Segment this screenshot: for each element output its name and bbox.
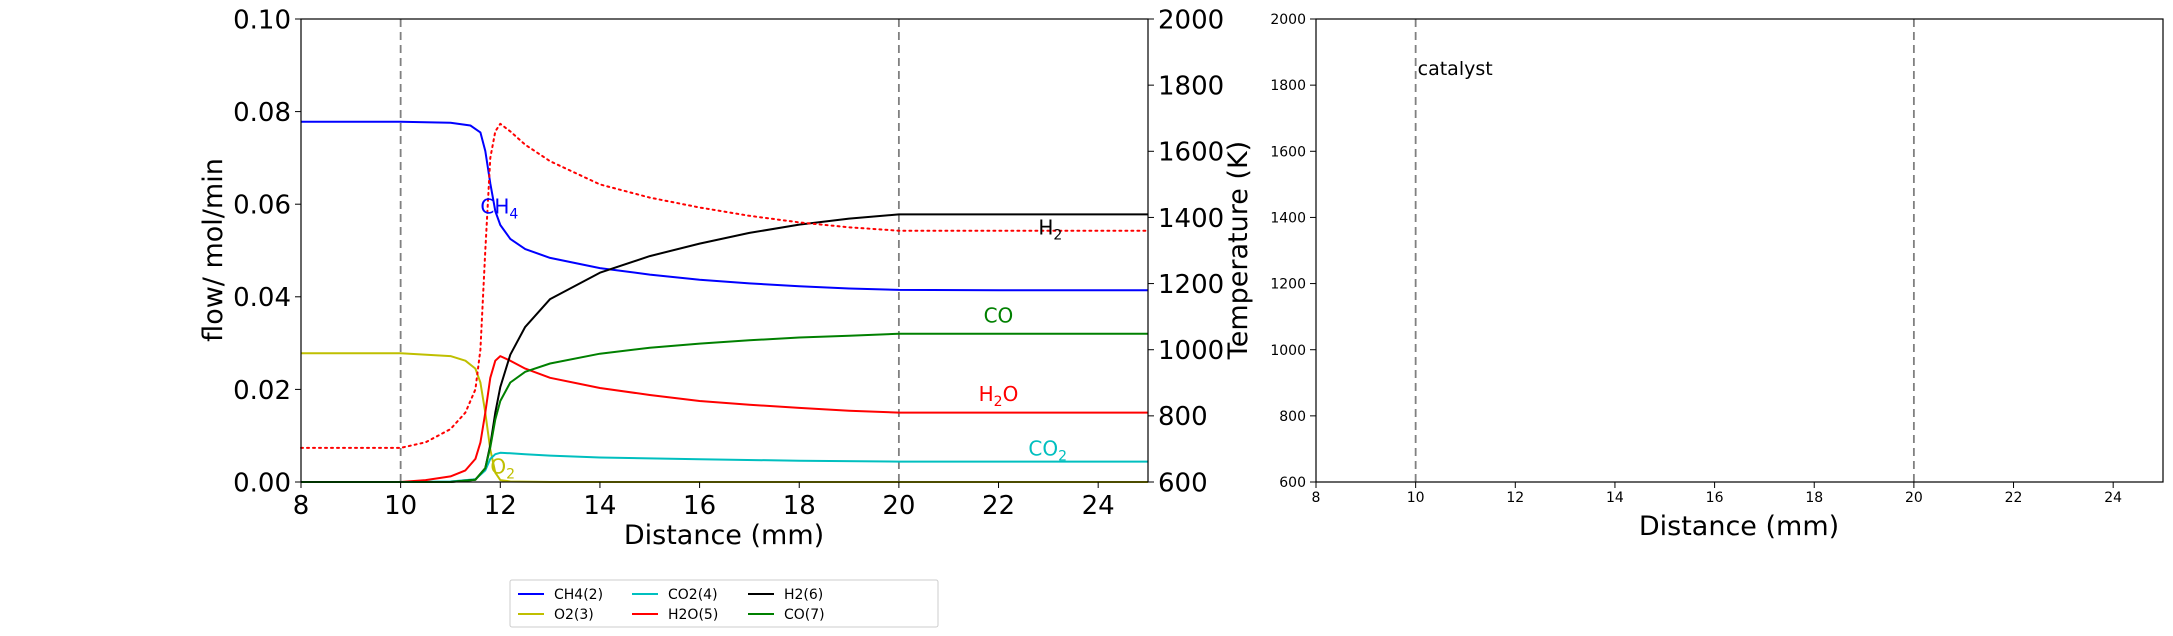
series-line-o2-3- — [301, 353, 1148, 482]
y2-tick-label: 1400 — [1158, 204, 1224, 234]
y-tick-label: 0.02 — [233, 376, 291, 406]
x-tick-label: 12 — [484, 491, 517, 521]
legend-label: CO(7) — [784, 607, 825, 623]
left-x-ticks: 8 10 12 14 16 18 20 22 24 — [293, 482, 1115, 521]
left-x-axis-label: Distance (mm) — [624, 520, 824, 551]
y2-tick-label: 1600 — [1158, 138, 1224, 168]
y2-tick-label: 1200 — [1158, 270, 1224, 300]
x-tick-label: 12 — [1506, 490, 1524, 506]
x-tick-label: 22 — [2005, 490, 2023, 506]
y-tick-label: 1400 — [1270, 210, 1306, 226]
y2-tick-label: 2000 — [1158, 5, 1224, 35]
x-tick-label: 18 — [1805, 490, 1823, 506]
right-vertical-lines — [1416, 19, 1914, 482]
legend-label: CH4(2) — [554, 587, 603, 603]
left-y-ticks: 0.00 0.02 0.04 0.06 0.08 0.10 — [233, 5, 301, 498]
left-chart: 8 10 12 14 16 18 20 22 24 0.000.020.040.060.080.… — [198, 5, 1254, 551]
legend-label: H2O(5) — [668, 607, 718, 623]
series-line-ch4-2- — [301, 122, 1148, 290]
x-tick-label: 16 — [1706, 490, 1724, 506]
y2-tick-label: 1000 — [1158, 336, 1224, 366]
x-tick-label: 14 — [583, 491, 616, 521]
x-tick-label: 22 — [982, 491, 1015, 521]
y2-tick-label: 600 — [1158, 468, 1208, 498]
y-tick-label: 1000 — [1270, 343, 1306, 359]
legend-label: O2(3) — [554, 607, 594, 623]
right-annotations: catalyst — [1418, 58, 1493, 80]
y-tick-label: 0.06 — [233, 191, 291, 221]
y-tick-label: 1600 — [1270, 144, 1306, 160]
right-chart: 8 10 12 14 16 18 20 22 24 600 800 1000 1200 1400 1600… — [1270, 12, 2163, 542]
y-tick-label: 2000 — [1270, 12, 1306, 28]
x-tick-label: 20 — [1905, 490, 1923, 506]
series-line-temperature — [301, 124, 1148, 448]
annotation-label: H2 — [1038, 215, 1062, 243]
series-line-co2-4- — [301, 453, 1148, 482]
annotation-label: O2 — [490, 455, 515, 483]
y2-tick-label: 800 — [1158, 402, 1208, 432]
series-line-h2o-5- — [301, 356, 1148, 482]
y2-tick-label: 1800 — [1158, 72, 1224, 102]
legend: CH4(2) O2(3) CO2(4) H2O(5) H2(6) CO(7) — [510, 580, 938, 627]
x-tick-label: 10 — [384, 491, 417, 521]
y-tick-label: 1200 — [1270, 277, 1306, 293]
annotation-label: CO — [984, 303, 1014, 327]
legend-label: CO2(4) — [668, 587, 718, 603]
right-x-ticks: 8 10 12 14 16 18 20 22 24 — [1312, 482, 2123, 506]
left-series-group — [301, 122, 1148, 482]
legend-label: H2(6) — [784, 587, 823, 603]
right-y-ticks: 600 800 1000 1200 1400 1600 1800 2000 — [1270, 12, 1316, 491]
x-tick-label: 8 — [293, 491, 310, 521]
left-vertical-lines — [401, 19, 899, 482]
annotation-label: H2O — [979, 382, 1019, 410]
x-tick-label: 10 — [1407, 490, 1425, 506]
right-plot-frame — [1316, 19, 2163, 482]
x-tick-label: 24 — [2104, 490, 2122, 506]
y-tick-label: 0.08 — [233, 98, 291, 128]
y-tick-label: 600 — [1279, 475, 1306, 491]
x-tick-label: 18 — [783, 491, 816, 521]
x-tick-label: 8 — [1312, 490, 1321, 506]
left-y-axis-label: flow/ mol/min — [198, 158, 229, 342]
x-tick-label: 20 — [882, 491, 915, 521]
y-tick-label: 0.00 — [233, 468, 291, 498]
x-tick-label: 14 — [1606, 490, 1624, 506]
x-tick-label: 24 — [1082, 491, 1115, 521]
annotation-label: CO2 — [1028, 437, 1067, 465]
left-y2-ticks: 600 800 1000 1200 1400 1600 1800 2000 — [1148, 5, 1224, 498]
right-x-axis-label: Distance (mm) — [1639, 511, 1839, 542]
x-tick-label: 16 — [683, 491, 716, 521]
y-tick-label: 0.10 — [233, 5, 291, 35]
y-tick-label: 1800 — [1270, 78, 1306, 94]
y-tick-label: 800 — [1279, 409, 1306, 425]
y-tick-label: 0.04 — [233, 283, 291, 313]
annotation-label: CH4 — [480, 194, 518, 222]
annotation-label: catalyst — [1418, 58, 1493, 80]
left-y2-axis-label: Temperature (K) — [1223, 141, 1254, 360]
